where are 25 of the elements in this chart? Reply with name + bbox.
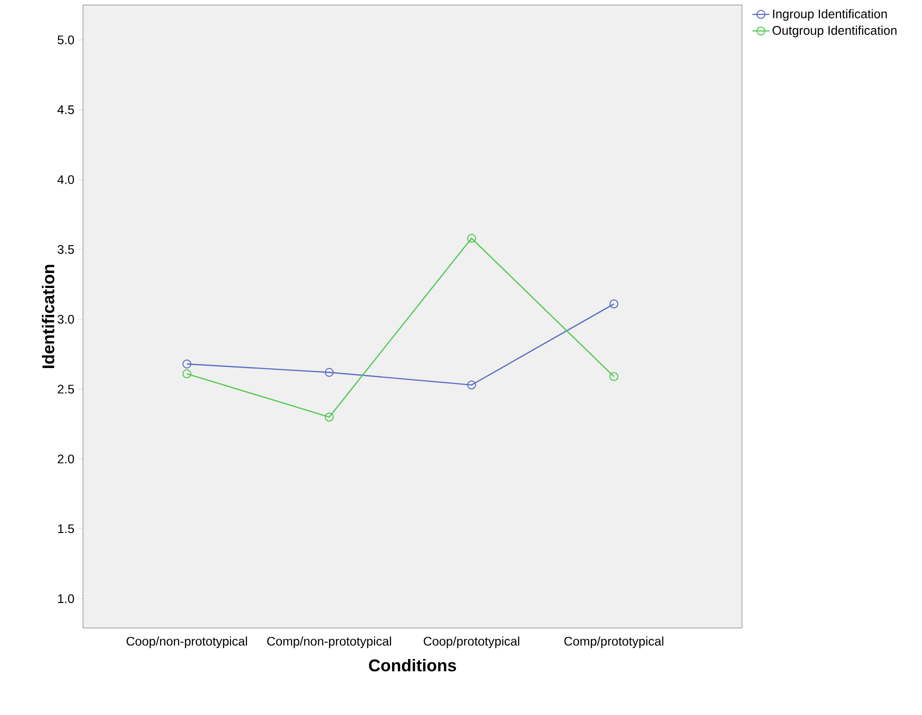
y-tick-label: 3.0 <box>58 314 74 324</box>
point <box>324 412 334 422</box>
y-tick-label: 2.5 <box>58 384 74 394</box>
y-tick-label: 1.5 <box>58 524 74 534</box>
x-tick-label: Coop/prototypical <box>424 636 520 648</box>
point <box>467 234 476 243</box>
point <box>609 299 618 308</box>
legend-label: Outgroup Identification <box>772 26 896 38</box>
point <box>467 380 476 390</box>
y-axis-title: Identification <box>42 264 54 368</box>
point <box>182 369 192 378</box>
y-tick-label: 2.0 <box>58 454 74 464</box>
x-tick-label: Coop/non-prototypical <box>126 636 247 648</box>
y-tick-label: 5.0 <box>58 36 74 44</box>
y-tick-label: 1.0 <box>58 594 74 604</box>
legend-label: Ingroup Identification <box>773 9 887 21</box>
x-tick-label: Comp/prototypical <box>564 636 664 648</box>
y-tick-label: 4.0 <box>57 175 74 184</box>
point <box>324 368 334 377</box>
point <box>609 372 618 382</box>
x-axis-title: Conditions <box>368 658 456 672</box>
x-tick-label: Comp/non-prototypical <box>267 636 392 648</box>
y-tick-label: 3.5 <box>58 245 74 254</box>
point <box>182 359 192 368</box>
y-tick-label: 4.5 <box>57 105 74 114</box>
